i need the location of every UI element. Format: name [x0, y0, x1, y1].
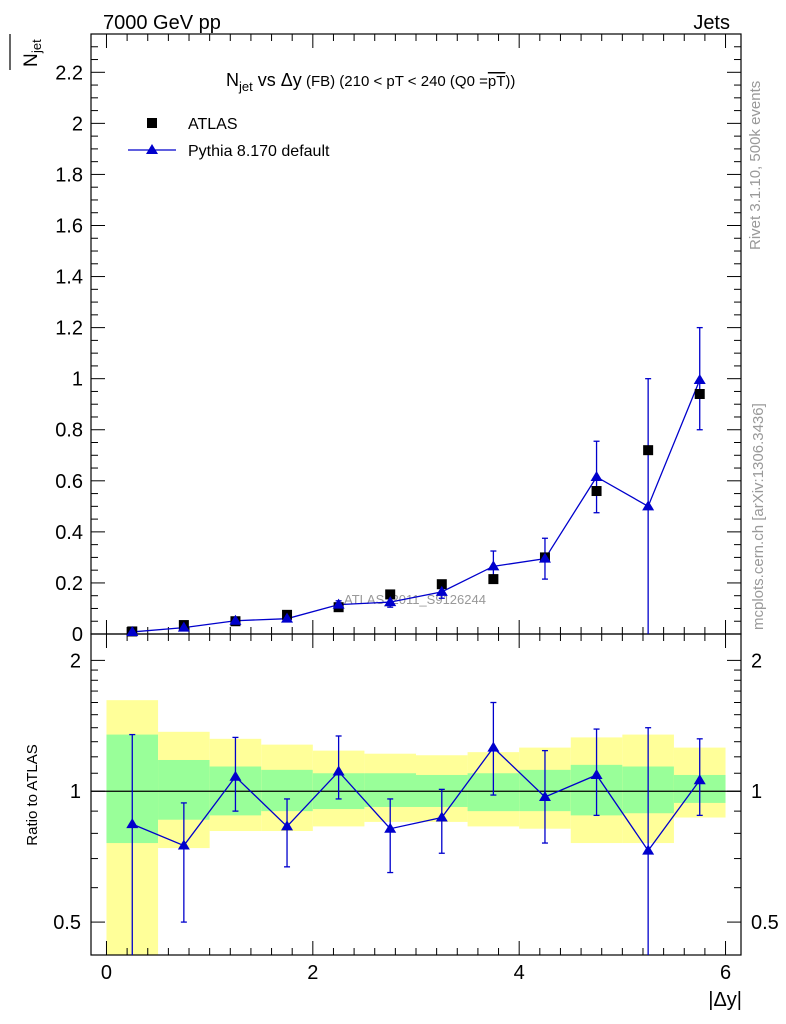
- pythia-point: [487, 560, 500, 571]
- ratio-point: [177, 839, 190, 850]
- pythia-point: [384, 596, 397, 607]
- pythia-point: [177, 621, 190, 632]
- main-ytick-label: 0: [72, 624, 83, 646]
- rivet-label: Rivet 3.1.10, 500k events: [747, 81, 764, 250]
- ratio-point: [384, 822, 397, 833]
- ylabel-sub: jet: [29, 39, 44, 54]
- main-title: Njet vs Δy (FB) (210 < pT < 240 (Q0 =pT)…: [226, 70, 515, 94]
- ratio-xtick-label: 0: [101, 962, 112, 984]
- title-delta: Δy: [281, 70, 302, 90]
- x-axis-label: |Δy|: [708, 989, 742, 1011]
- ratio-ytick-label-right: 2: [751, 650, 762, 672]
- title-fb: (FB): [302, 73, 340, 90]
- pythia-point: [642, 500, 655, 511]
- ratio-line: [132, 746, 701, 852]
- ratio-point: [693, 774, 706, 785]
- ratio-point: [642, 844, 655, 855]
- ratio-point: [435, 811, 448, 822]
- ratio-ylabel: Ratio to ATLAS: [24, 744, 41, 845]
- legend-pythia-label: Pythia 8.170 default: [188, 143, 330, 160]
- legend-atlas-label: ATLAS: [188, 116, 238, 133]
- watermark: ATLAS_2011_S9126244: [344, 592, 486, 607]
- pythia-point: [229, 614, 242, 625]
- ratio-point: [332, 765, 345, 776]
- ratio-ytick-label-left: 0.5: [53, 912, 81, 934]
- main-marks: [126, 326, 706, 637]
- title-bar: pT: [488, 73, 506, 90]
- main-ytick-label: 0.8: [55, 420, 83, 442]
- main-ytick-label: 1.2: [55, 318, 83, 340]
- atlas-point: [488, 574, 499, 585]
- main-ytick-label: 1.4: [55, 267, 83, 289]
- ratio-point: [126, 818, 139, 829]
- pythia-point: [281, 612, 294, 623]
- atlas-point: [694, 389, 705, 399]
- ratio-point: [229, 770, 242, 781]
- atlas-point: [385, 589, 396, 600]
- title-range: (210 < pT < 240 (Q0 =: [339, 73, 488, 90]
- header-left: 7000 GeV pp: [103, 12, 221, 34]
- legend: ATLAS Pythia 8.170 default: [128, 116, 330, 160]
- mcplots-label: mcplots.cern.ch [arXiv:1306.3436]: [750, 403, 767, 630]
- atlas-point: [643, 445, 654, 456]
- ratio-xtick-label: 6: [720, 962, 731, 984]
- main-ytick-label: 2: [72, 113, 83, 135]
- pythia-line: [132, 379, 701, 633]
- title-close: )): [505, 73, 515, 90]
- pythia-point: [332, 598, 345, 609]
- ratio-point: [538, 790, 551, 801]
- atlas-point: [436, 579, 447, 590]
- ratio-xtick-label: 2: [307, 962, 318, 984]
- main-ytick-label: 1.6: [55, 215, 83, 237]
- main-axes: 0 0.2 0.4 0.6 0.8 1 1.2 1.4 1.6 1.8 2 2.2: [55, 33, 742, 646]
- main-ytick-label: 0.6: [55, 471, 83, 493]
- main-ytick-label: 1.8: [55, 164, 83, 186]
- ratio-axes: 0.5 0.5 1 1 2 2 0 2 4 6: [53, 633, 779, 984]
- pythia-point: [435, 585, 448, 596]
- title-mid: vs: [253, 70, 281, 90]
- ratio-point: [281, 820, 294, 831]
- ratio-ytick-label-right: 1: [751, 781, 762, 803]
- atlas-point: [591, 486, 602, 497]
- pythia-point: [693, 373, 706, 384]
- ratio-xtick-label: 4: [514, 962, 525, 984]
- ratio-point: [590, 768, 603, 779]
- title-sub: jet: [238, 79, 253, 94]
- main-ytick-label: 0.4: [55, 522, 83, 544]
- header-right: Jets: [693, 12, 730, 34]
- ratio-ytick-label-left: 2: [70, 650, 81, 672]
- ratio-ytick-label-right: 0.5: [751, 912, 779, 934]
- legend-pythia-marker: [146, 144, 158, 154]
- ylabel-N: N: [21, 53, 42, 67]
- title-N: N: [226, 70, 239, 90]
- legend-atlas-marker: [147, 118, 157, 128]
- pythia-point: [590, 470, 603, 481]
- ratio-marks: [126, 701, 706, 955]
- main-ytick-label: 1: [72, 369, 83, 391]
- pythia-point: [126, 625, 139, 636]
- main-ytick-label: 2.2: [55, 62, 83, 84]
- main-ytick-label: 0.2: [55, 573, 83, 595]
- main-ylabel: N jet: [9, 34, 44, 70]
- ratio-point: [487, 741, 500, 752]
- ratio-ytick-label-left: 1: [70, 781, 81, 803]
- pythia-point: [538, 552, 551, 563]
